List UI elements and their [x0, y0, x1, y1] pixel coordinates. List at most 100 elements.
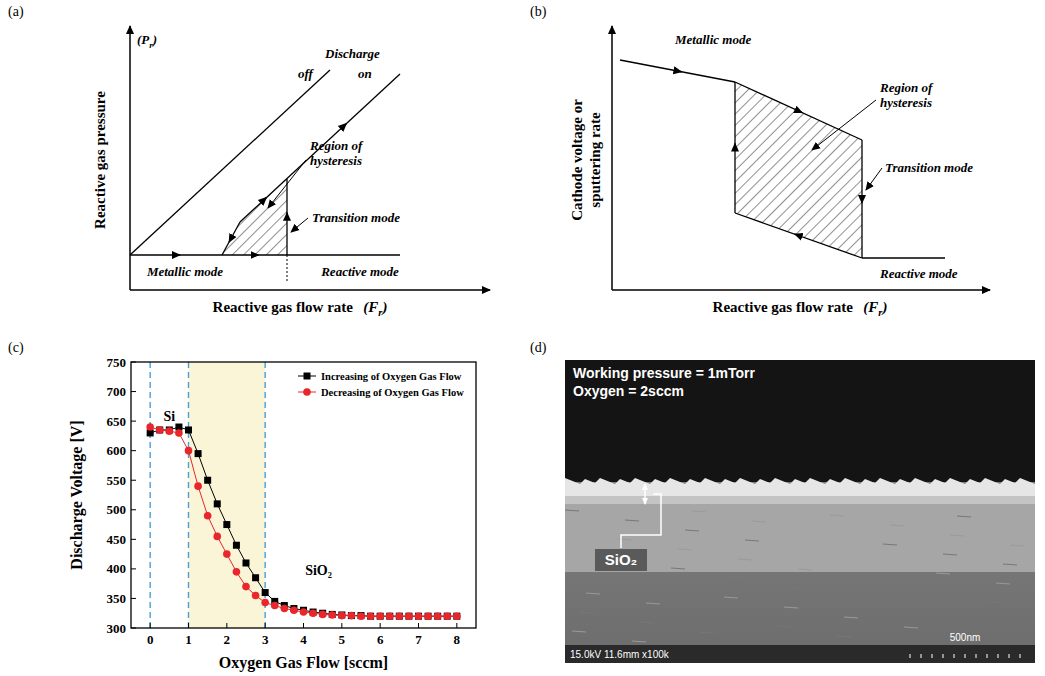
- x-tick: [188, 623, 189, 628]
- legend-marker: [304, 373, 311, 380]
- symbol-main: (F: [363, 299, 378, 316]
- sem-caption: Oxygen = 2sccm: [573, 383, 684, 399]
- y-title-line: Cathode voltage or: [569, 99, 585, 221]
- data-point: [213, 533, 221, 541]
- direction-arrow: [861, 197, 862, 203]
- x-tick-label: 5: [339, 632, 346, 647]
- data-point: [386, 612, 394, 620]
- label-patch: [595, 549, 647, 571]
- direction-arrow: [262, 198, 266, 202]
- data-point: [309, 609, 317, 617]
- hysteresis-label-line: Region of: [309, 138, 364, 153]
- legend-label: Decreasing of Oxygen Gas Flow: [321, 387, 464, 398]
- data-point: [175, 429, 183, 437]
- data-point: [242, 583, 250, 591]
- data-point: [434, 612, 442, 620]
- data-point: [453, 613, 460, 620]
- y-title-line: sputtering rate: [587, 112, 603, 208]
- data-point: [415, 613, 422, 620]
- y-tick-label: 350: [107, 591, 127, 606]
- data-point: [243, 559, 250, 566]
- panel-label: (a): [8, 4, 24, 20]
- sem-texture: [699, 632, 713, 633]
- reference-line: [264, 362, 265, 628]
- sem-texture: [731, 578, 745, 579]
- sem-texture: [572, 631, 586, 632]
- sem-texture: [1003, 564, 1017, 565]
- x-tick-label: 6: [377, 632, 384, 647]
- data-point: [156, 426, 164, 434]
- sem-texture: [692, 511, 706, 512]
- x-tick-label: 8: [454, 632, 461, 647]
- data-point: [290, 606, 298, 614]
- axis-symbol: (Fr): [863, 299, 887, 318]
- x-tick: [265, 623, 266, 628]
- line-off-label: off: [298, 66, 315, 81]
- data-point: [348, 612, 355, 619]
- curve-segment: [286, 179, 287, 256]
- curve-segment: [735, 82, 862, 140]
- hysteresis-label-line: Region of: [879, 80, 934, 95]
- layer-label: SiO₂: [605, 551, 638, 568]
- plot-frame: [131, 362, 476, 628]
- x-tick-label: 7: [415, 632, 422, 647]
- y-tick: [131, 362, 136, 363]
- sem-texture: [989, 602, 1003, 603]
- axis-symbol: (Fr): [363, 299, 387, 318]
- curve-segment: [735, 213, 862, 258]
- figure: (a)Reactive gas pressure(Pr)Reactive gas…: [0, 0, 1045, 676]
- sem-texture: [830, 515, 844, 516]
- sem-texture: [837, 636, 851, 637]
- hysteresis-label: Region ofhysteresis: [309, 138, 364, 168]
- scale-bar-tick: [921, 654, 922, 658]
- x-tick: [150, 623, 151, 628]
- symbol-end: ): [880, 299, 887, 316]
- sem-texture: [791, 588, 805, 589]
- sem-texture: [745, 540, 759, 541]
- data-point: [434, 613, 441, 620]
- sem-texture: [632, 641, 646, 642]
- sem-vacuum: [565, 360, 1035, 482]
- data-point: [453, 612, 461, 620]
- leader-line: [621, 494, 661, 548]
- annotation: Si: [163, 409, 175, 424]
- x-tick-label: 3: [262, 632, 269, 647]
- sem-film-edge: [565, 478, 1035, 496]
- y-tick: [131, 421, 136, 422]
- direction-arrow: [342, 124, 346, 128]
- sem-texture: [586, 593, 600, 594]
- sem-texture: [957, 516, 971, 517]
- data-point: [261, 599, 269, 607]
- y-tick: [131, 480, 136, 481]
- data-point: [194, 482, 202, 490]
- data-point: [252, 592, 260, 600]
- leader-arrow: [812, 100, 876, 150]
- y-tick: [131, 509, 136, 510]
- series-line: [150, 427, 457, 616]
- direction-arrow: [286, 213, 287, 219]
- sem-texture: [738, 559, 752, 560]
- sem-texture: [798, 569, 812, 570]
- sem-texture: [950, 535, 964, 536]
- data-point: [367, 613, 374, 620]
- annotation: SiO₂: [305, 563, 332, 578]
- scale-bar-tick: [1009, 654, 1010, 658]
- data-point: [377, 613, 384, 620]
- data-point: [195, 450, 202, 457]
- data-point: [424, 612, 432, 620]
- panel-label: (b): [530, 4, 547, 20]
- x-axis: [130, 289, 490, 291]
- sem-texture: [784, 607, 798, 608]
- hysteresis-label: Region ofhysteresis: [879, 80, 934, 110]
- data-point: [185, 426, 192, 433]
- panel-c: (c)3003504004505005506006507007500123456…: [8, 340, 476, 672]
- reactive-label: Reactive mode: [879, 266, 958, 281]
- leader-arrow: [291, 218, 308, 232]
- plot-area: [146, 362, 460, 628]
- data-point: [358, 612, 365, 619]
- x-axis: [612, 289, 990, 291]
- sem-film: [565, 490, 1035, 572]
- mode-divider: [287, 255, 288, 282]
- x-tick: [303, 623, 304, 628]
- y-tick-label: 650: [107, 414, 127, 429]
